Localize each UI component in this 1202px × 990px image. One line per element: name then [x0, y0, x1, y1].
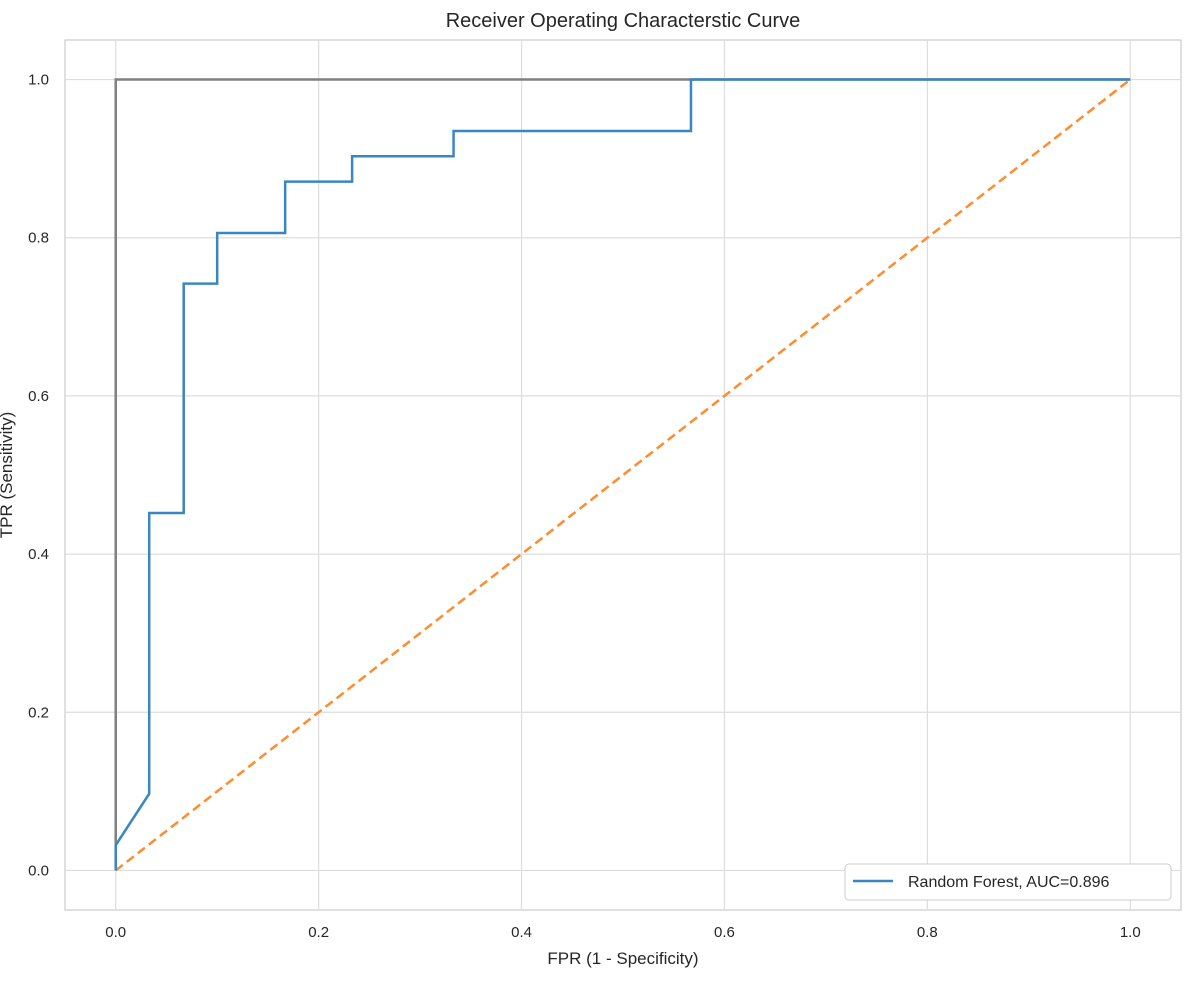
legend-label: Random Forest, AUC=0.896	[908, 874, 1110, 891]
roc-curve-random-forest	[114, 78, 1131, 871]
x-tick-label: 0.6	[714, 924, 735, 941]
x-tick-label: 0.4	[511, 924, 532, 941]
legend-box	[844, 863, 1172, 901]
y-axis-label: TPR (Sensitivity)	[0, 412, 16, 539]
x-tick-label: 0.2	[308, 924, 329, 941]
y-tick-label: 0.2	[28, 704, 49, 721]
chance-diagonal-line	[114, 78, 1132, 872]
x-axis-label: FPR (1 - Specificity)	[547, 949, 698, 968]
legend: Random Forest, AUC=0.896	[844, 863, 1172, 901]
x-tick-label: 1.0	[1120, 924, 1141, 941]
x-tick-label: 0.8	[917, 924, 938, 941]
y-tick-label: 0.4	[28, 546, 49, 563]
y-tick-label: 0.8	[28, 230, 49, 247]
y-tick-label: 1.0	[28, 72, 49, 89]
y-tick-label: 0.0	[28, 862, 49, 879]
tick-labels: 0.0 0.2 0.4 0.6 0.8 1.0 0.0 0.2 0.4 0.6 0.8 1.0	[28, 72, 1141, 941]
series-lines	[114, 78, 1132, 872]
chart-title: Receiver Operating Characterstic Curve	[446, 10, 801, 32]
y-tick-label: 0.6	[28, 388, 49, 405]
x-tick-label: 0.0	[105, 924, 126, 941]
